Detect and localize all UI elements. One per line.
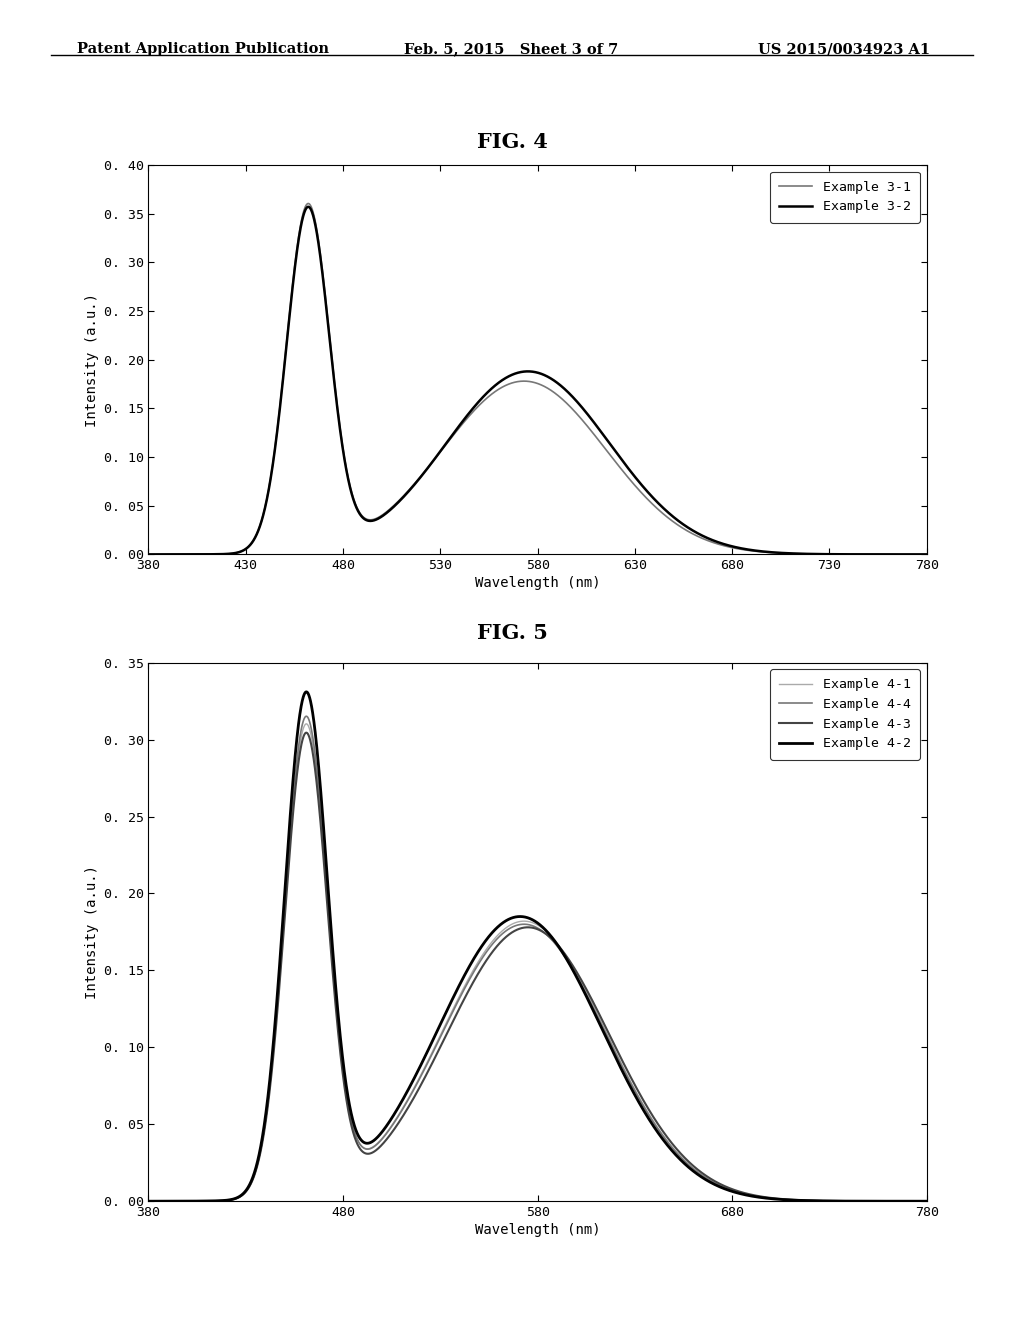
Text: FIG. 4: FIG. 4 (476, 132, 548, 152)
Example 4-2 (940, 1193, 952, 1209)
Y-axis label: Intensity (a.u.): Intensity (a.u.) (85, 865, 99, 999)
Example 3-2 (940, 546, 952, 562)
Example 4-3 (925, 1193, 937, 1209)
Example 3-1 (925, 546, 937, 562)
X-axis label: Wavelength (nm): Wavelength (nm) (475, 577, 600, 590)
Line: Example 4-1: Example 4-1 (148, 723, 946, 1201)
Example 3-2 (233, 544, 246, 560)
Text: US 2015/0034923 A1: US 2015/0034923 A1 (758, 42, 930, 57)
Line: Example 4-4: Example 4-4 (148, 717, 946, 1201)
Example 4-2 (233, 1188, 246, 1204)
Example 4-4 (839, 1193, 851, 1209)
Example 4-2 (839, 1193, 851, 1209)
Example 4-1 (925, 1193, 937, 1209)
Example 4-3 (483, 948, 496, 964)
Example 4-3 (839, 1193, 851, 1209)
Example 4-1 (483, 937, 496, 953)
Example 3-1 (483, 388, 496, 404)
Example 3-1 (449, 425, 461, 441)
Line: Example 3-2: Example 3-2 (148, 207, 946, 554)
Text: Patent Application Publication: Patent Application Publication (77, 42, 329, 57)
Example 3-2 (281, 334, 293, 350)
Example 4-4 (449, 1001, 461, 1016)
Example 4-1 (233, 1189, 246, 1205)
Example 4-2 (449, 987, 461, 1003)
Example 4-4 (940, 1193, 952, 1209)
Example 4-2 (925, 1193, 937, 1209)
Example 4-4 (483, 940, 496, 956)
Example 3-2 (483, 383, 496, 399)
Example 4-3 (142, 1193, 155, 1209)
Example 3-1 (302, 195, 314, 211)
Example 4-3 (300, 725, 312, 741)
Example 4-1 (281, 876, 293, 892)
Example 4-4 (925, 1193, 937, 1209)
Example 4-1 (449, 998, 461, 1014)
Example 3-2 (142, 546, 155, 562)
Line: Example 3-1: Example 3-1 (148, 203, 946, 554)
X-axis label: Wavelength (nm): Wavelength (nm) (475, 1224, 600, 1237)
Example 4-4 (142, 1193, 155, 1209)
Example 4-3 (281, 882, 293, 898)
Text: Feb. 5, 2015   Sheet 3 of 7: Feb. 5, 2015 Sheet 3 of 7 (404, 42, 618, 57)
Legend: Example 4-1, Example 4-4, Example 4-3, Example 4-2: Example 4-1, Example 4-4, Example 4-3, E… (770, 669, 921, 759)
Example 4-3 (449, 1010, 461, 1026)
Example 4-1 (940, 1193, 952, 1209)
Example 4-3 (940, 1193, 952, 1209)
Example 4-2 (483, 928, 496, 944)
Example 4-1 (300, 715, 312, 731)
Example 4-4 (233, 1189, 246, 1205)
Example 3-1 (281, 333, 293, 348)
Legend: Example 3-1, Example 3-2: Example 3-1, Example 3-2 (770, 172, 921, 223)
Line: Example 4-3: Example 4-3 (148, 733, 946, 1201)
Example 4-1 (839, 1193, 851, 1209)
Example 4-3 (233, 1189, 246, 1205)
Example 3-2 (925, 546, 937, 562)
Y-axis label: Intensity (a.u.): Intensity (a.u.) (85, 293, 99, 426)
Example 4-4 (281, 871, 293, 887)
Example 3-1 (142, 546, 155, 562)
Example 3-1 (839, 546, 851, 562)
Example 4-2 (142, 1193, 155, 1209)
Example 3-2 (449, 424, 461, 440)
Example 4-2 (281, 855, 293, 871)
Example 4-4 (300, 709, 312, 725)
Example 3-1 (940, 546, 952, 562)
Example 3-1 (233, 544, 246, 560)
Example 3-2 (839, 546, 851, 562)
Example 4-1 (142, 1193, 155, 1209)
Example 4-2 (300, 684, 312, 700)
Text: FIG. 5: FIG. 5 (476, 623, 548, 643)
Example 3-2 (302, 199, 314, 215)
Line: Example 4-2: Example 4-2 (148, 692, 946, 1201)
